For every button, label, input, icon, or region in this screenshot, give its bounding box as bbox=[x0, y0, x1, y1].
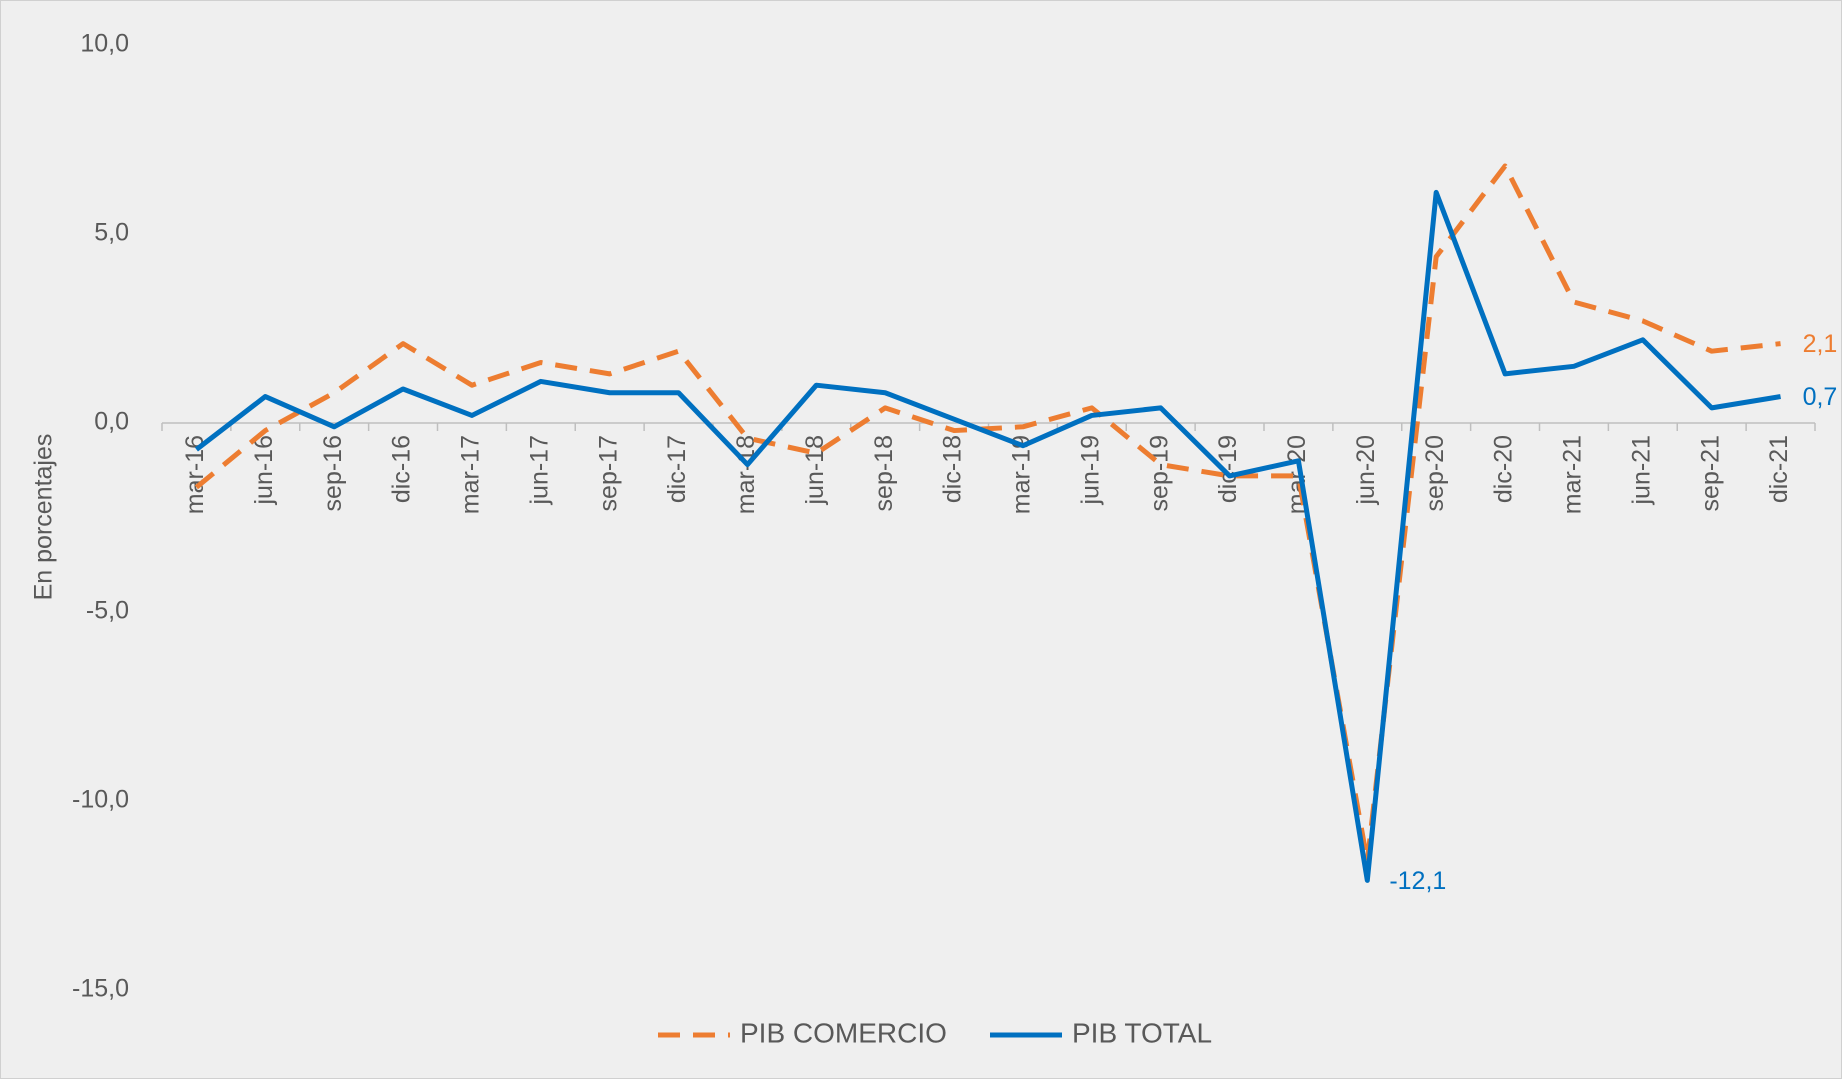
x-tick-label: sep-19 bbox=[1145, 435, 1173, 511]
x-tick-label: sep-18 bbox=[870, 435, 898, 511]
y-tick-label: -15,0 bbox=[72, 975, 129, 1003]
legend-label: PIB COMERCIO bbox=[740, 1017, 947, 1048]
x-tick-label: dic-17 bbox=[663, 435, 691, 503]
x-tick-label: jun-17 bbox=[525, 435, 553, 506]
x-tick-label: dic-19 bbox=[1214, 435, 1242, 503]
x-tick-label: sep-17 bbox=[594, 435, 622, 511]
x-tick-label: mar-19 bbox=[1008, 435, 1036, 514]
x-tick-label: dic-16 bbox=[388, 435, 416, 503]
y-tick-label: 0,0 bbox=[94, 408, 129, 436]
data-label: 0,7 bbox=[1803, 383, 1838, 411]
y-tick-label: -5,0 bbox=[86, 597, 129, 625]
y-axis-label: En porcentajes bbox=[30, 434, 58, 601]
x-tick-label: jun-20 bbox=[1352, 435, 1380, 506]
y-tick-label: -10,0 bbox=[72, 786, 129, 814]
series-line bbox=[194, 163, 1781, 864]
y-tick-label: 5,0 bbox=[94, 219, 129, 247]
x-tick-label: mar-16 bbox=[181, 435, 209, 514]
x-tick-label: jun-19 bbox=[1076, 435, 1104, 506]
x-tick-label: mar-17 bbox=[457, 435, 485, 514]
x-tick-label: sep-16 bbox=[319, 435, 347, 511]
x-tick-label: dic-21 bbox=[1765, 435, 1793, 503]
x-tick-label: sep-21 bbox=[1696, 435, 1724, 511]
x-tick-label: mar-18 bbox=[732, 435, 760, 514]
series-line bbox=[194, 189, 1781, 883]
x-tick-label: mar-21 bbox=[1559, 435, 1587, 514]
x-tick-label: dic-18 bbox=[939, 435, 967, 503]
x-tick-label: dic-20 bbox=[1490, 435, 1518, 503]
x-tick-label: jun-21 bbox=[1627, 435, 1655, 506]
x-tick-label: sep-20 bbox=[1421, 435, 1449, 511]
data-label: 2,1 bbox=[1803, 330, 1838, 358]
y-tick-label: 10,0 bbox=[80, 30, 129, 58]
data-label: -12,1 bbox=[1389, 867, 1446, 895]
x-tick-label: jun-16 bbox=[250, 435, 278, 506]
legend-label: PIB TOTAL bbox=[1072, 1017, 1212, 1048]
